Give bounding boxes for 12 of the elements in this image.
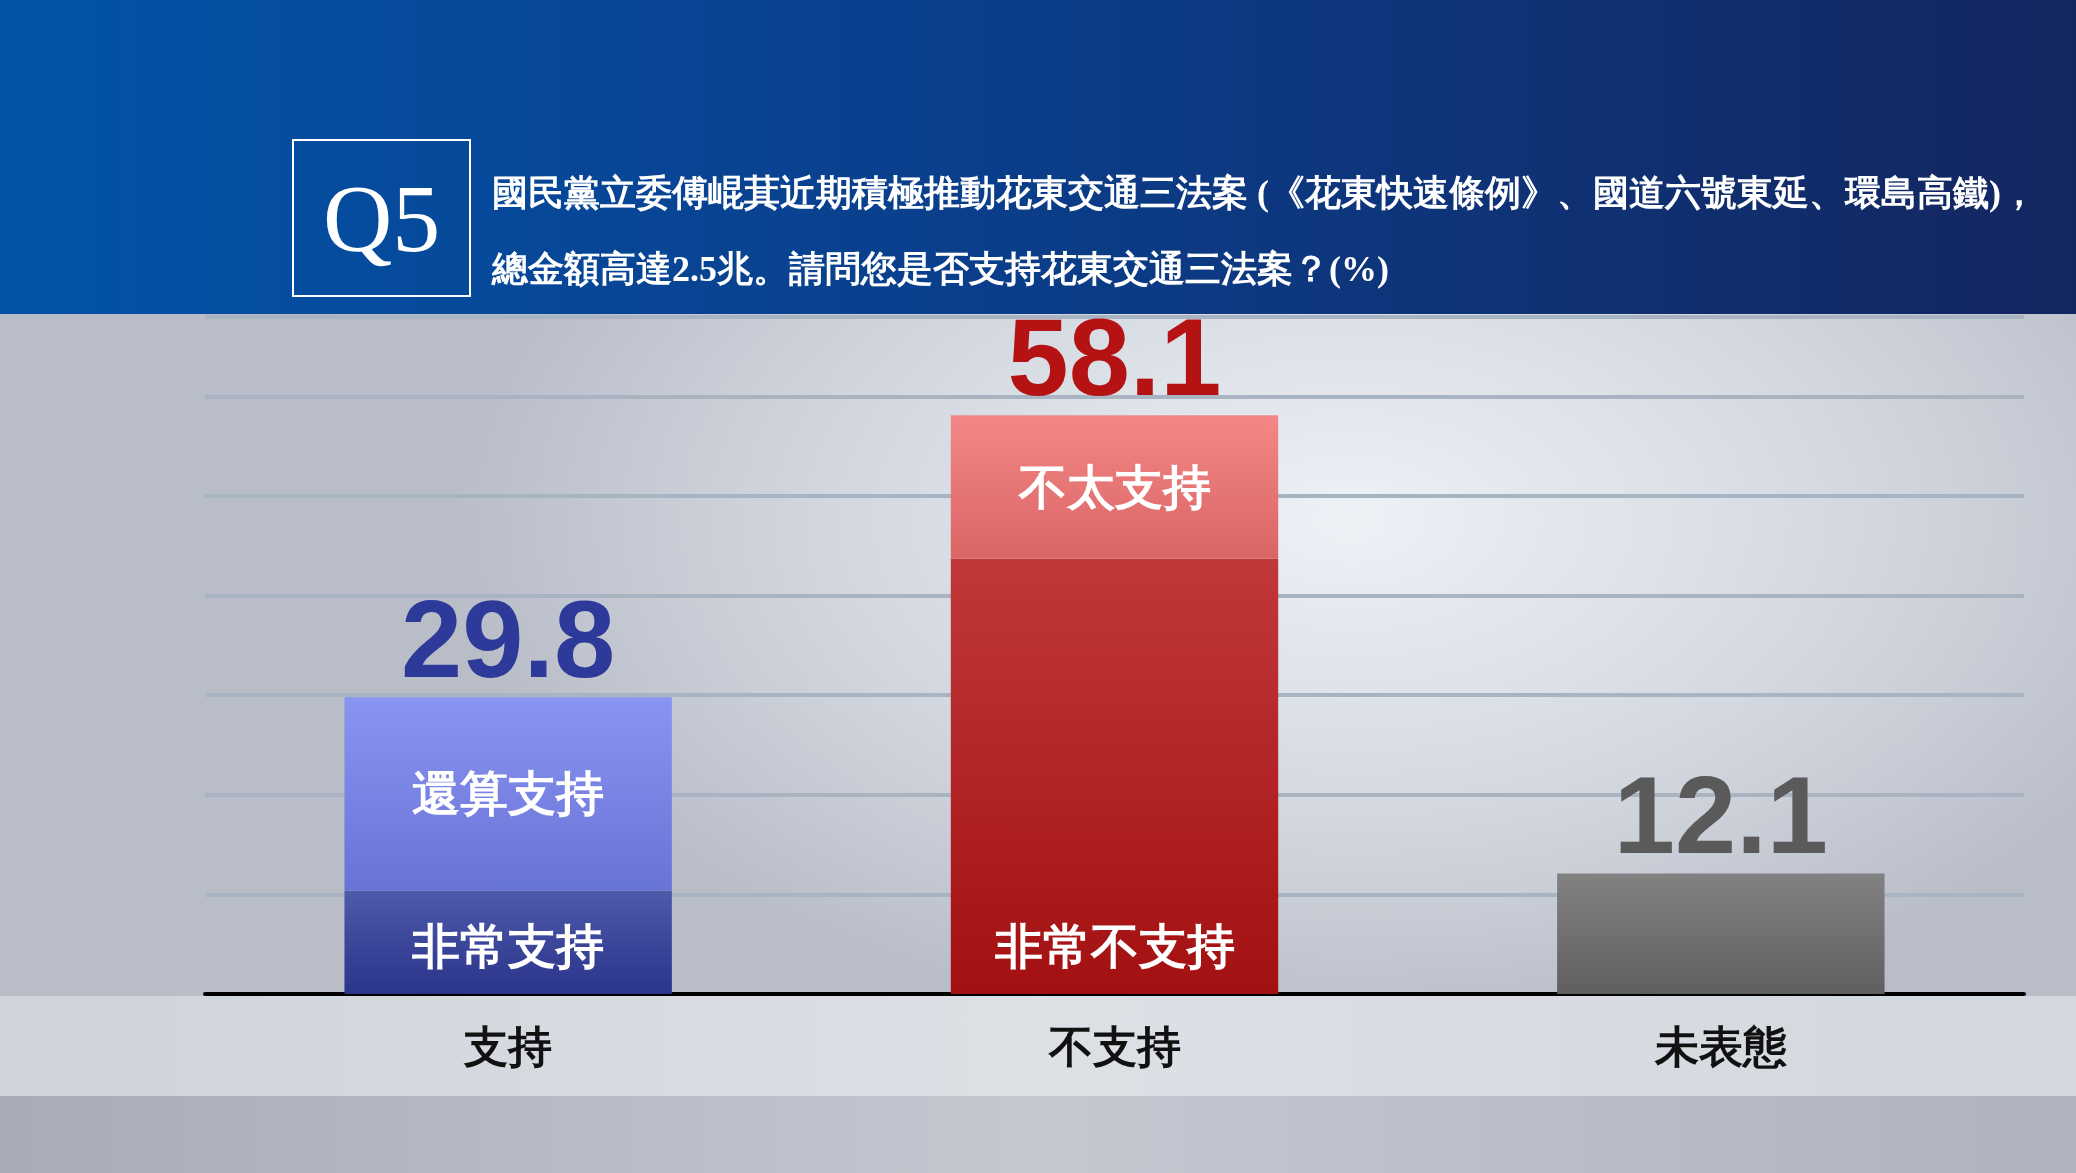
- x-tick-label: 支持: [463, 1021, 553, 1071]
- series-label: 不太支持: [1017, 460, 1211, 514]
- series-label: 還算支持: [412, 767, 605, 821]
- total-label: 58.1: [1007, 294, 1222, 418]
- series-label: 非常不支持: [993, 919, 1235, 973]
- data-label: 12.1: [1613, 752, 1828, 876]
- chart-subtitle: 國民黨立委傅崐萁近期積極推動花東交通三法案 (《花東快速條例》、國道六號東延、環島高鐵)，總金額高達2.5兆。請問您是否支持花東交通三法案？(%): [491, 173, 2037, 289]
- chart-title: Q5: [323, 164, 441, 272]
- series-label: 非常支持: [411, 919, 605, 973]
- x-tick-label: 未表態: [1653, 1021, 1787, 1071]
- x-tick-label: 不支持: [1047, 1021, 1181, 1071]
- total-label: 29.8: [401, 576, 616, 700]
